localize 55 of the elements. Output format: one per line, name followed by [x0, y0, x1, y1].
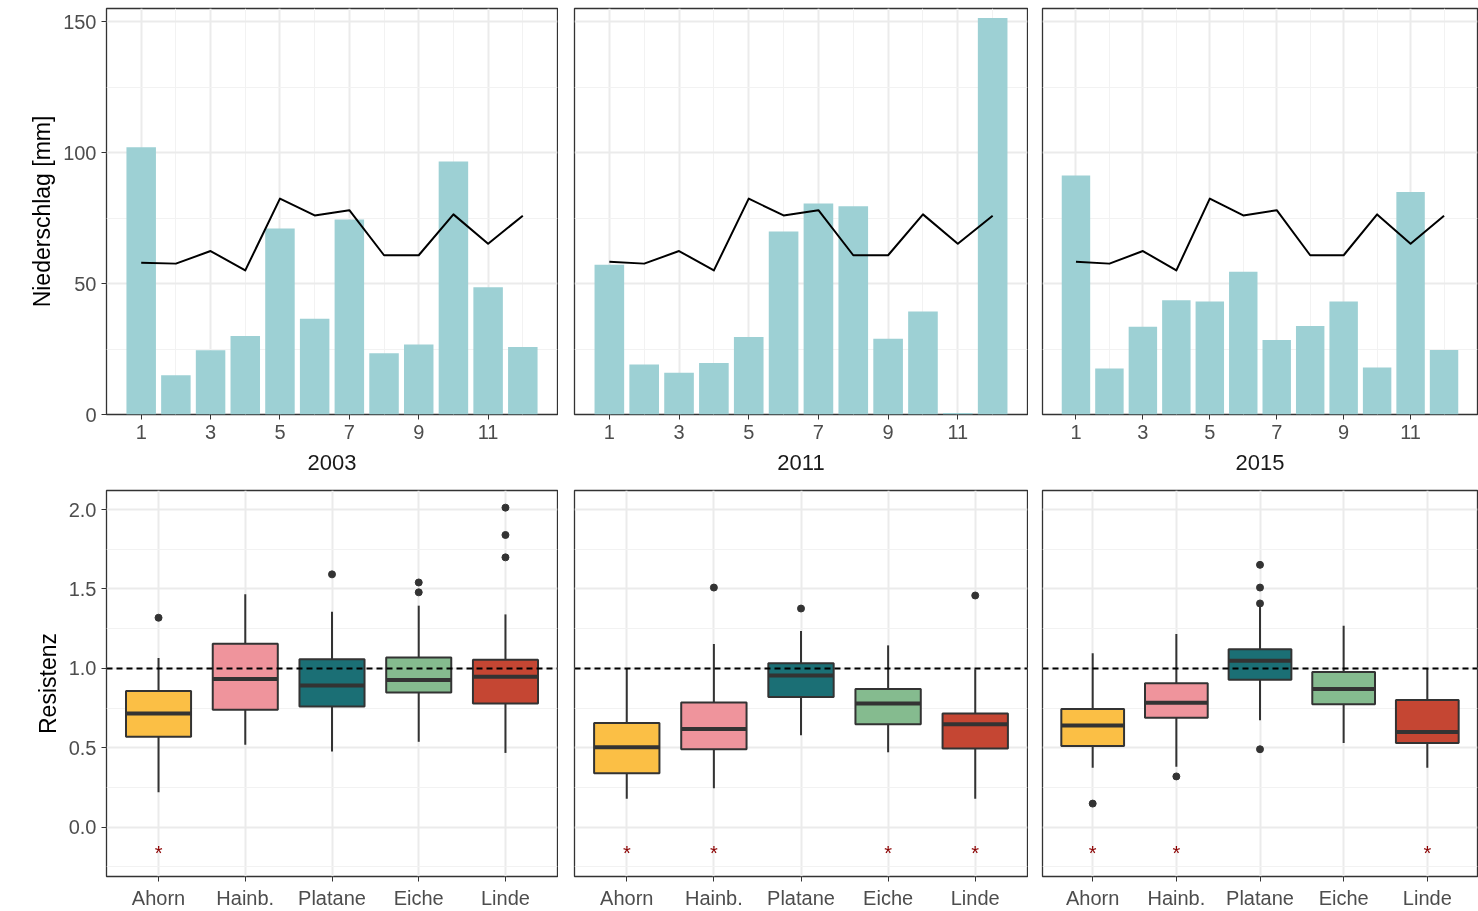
x-tick-label: 7 — [1271, 420, 1283, 443]
y-axis-title: Resistenz — [34, 633, 61, 734]
x-tick-label: 7 — [812, 420, 824, 443]
y-axis-title: Niederschlag [mm] — [29, 115, 56, 308]
text: * — [622, 842, 631, 865]
y-tick-label: 50 — [74, 272, 97, 295]
x-tick-label: 1 — [603, 420, 615, 443]
y-tick-label: 150 — [63, 10, 97, 33]
y-tick-label: 2.0 — [68, 498, 97, 521]
x-tick-label: 1 — [135, 420, 147, 443]
x-tick-label: 5 — [274, 420, 286, 443]
text: * — [1088, 842, 1097, 865]
x-tick-label: Hainb. — [684, 886, 743, 909]
y-tick-label: 0 — [85, 403, 97, 426]
x-tick-label: 11 — [477, 420, 499, 443]
x-tick-label: 9 — [1338, 420, 1350, 443]
text: 2015 — [1235, 449, 1285, 475]
x-tick-label: 11 — [947, 420, 969, 443]
x-tick-label: Ahorn — [600, 886, 654, 909]
y-tick-label: 0.5 — [68, 736, 97, 759]
x-tick-label: 1 — [1070, 420, 1082, 443]
x-tick-label: Eiche — [863, 886, 914, 909]
x-tick-label: 9 — [413, 420, 425, 443]
text: * — [709, 842, 718, 865]
x-tick-label: Platane — [298, 886, 366, 909]
x-tick-label: 3 — [205, 420, 217, 443]
y-tick-label: 1.5 — [68, 577, 97, 600]
y-tick-label: 1.0 — [68, 657, 97, 680]
text: 2011 — [777, 449, 825, 475]
x-tick-label: 3 — [1137, 420, 1149, 443]
y-tick-label: 0.0 — [68, 816, 97, 839]
text: * — [154, 842, 163, 865]
x-tick-label: Linde — [950, 886, 1000, 909]
x-tick-label: Eiche — [393, 886, 444, 909]
text: * — [1172, 842, 1181, 865]
x-tick-label: 11 — [1400, 420, 1421, 443]
x-tick-label: Platane — [1226, 886, 1294, 909]
x-tick-label: 3 — [673, 420, 685, 443]
x-tick-label: Hainb. — [216, 886, 275, 909]
x-tick-label: 9 — [882, 420, 894, 443]
x-tick-label: Ahorn — [1066, 886, 1120, 909]
x-tick-label: 5 — [743, 420, 755, 443]
x-tick-label: Platane — [767, 886, 835, 909]
text: * — [884, 842, 893, 865]
x-tick-label: Hainb. — [1147, 886, 1206, 909]
text: 2003 — [307, 449, 357, 475]
x-tick-label: Eiche — [1318, 886, 1369, 909]
x-tick-label: 5 — [1204, 420, 1216, 443]
x-tick-label: Ahorn — [131, 886, 186, 909]
y-tick-label: 100 — [63, 141, 97, 164]
text: * — [971, 842, 980, 865]
text: * — [1423, 842, 1432, 865]
x-tick-label: Linde — [1402, 886, 1452, 909]
x-tick-label: Linde — [480, 886, 530, 909]
x-tick-label: 7 — [343, 420, 355, 443]
